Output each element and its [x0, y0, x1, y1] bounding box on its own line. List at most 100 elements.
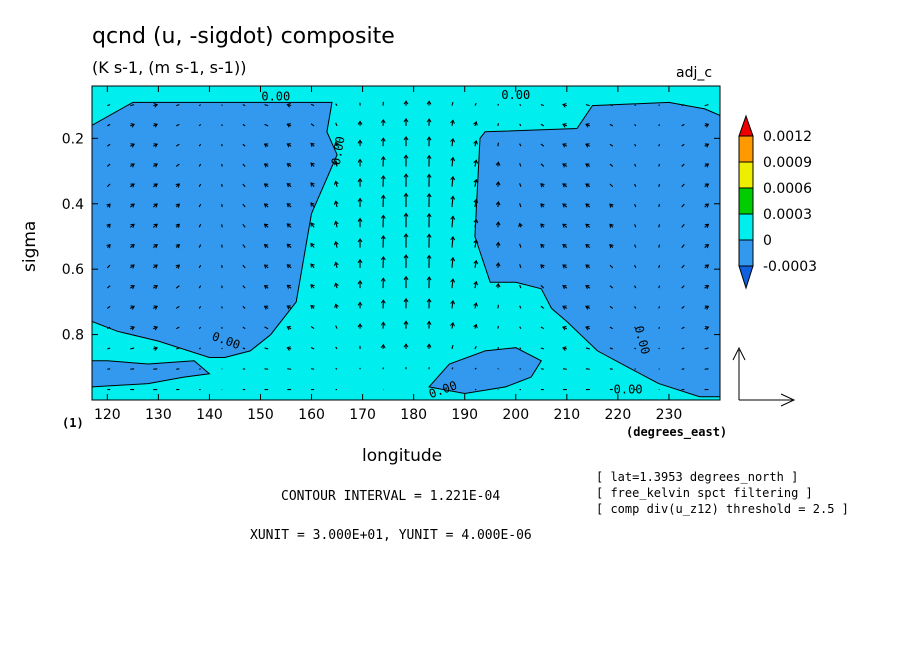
vector-arrow: [681, 203, 685, 208]
vector-arrowhead: [403, 117, 409, 123]
y-tick-label: 0.2: [62, 131, 84, 147]
vector-arrow: [242, 223, 246, 228]
vector-arrow: [242, 347, 246, 350]
note-line: [ free_kelvin spct filtering ]: [596, 486, 813, 500]
vector-arrow: [634, 224, 637, 228]
vector-arrowhead: [704, 143, 710, 148]
vector-arrow: [681, 264, 685, 269]
vector-units-text: XUNIT = 3.000E+01, YUNIT = 4.000E-06: [250, 528, 532, 543]
vector-arrow: [540, 285, 545, 289]
vector-arrowhead: [540, 264, 545, 269]
vector-arrow: [609, 305, 614, 309]
vector-arrow: [107, 326, 111, 330]
vector-arrow: [198, 264, 202, 269]
vector-arrow: [497, 347, 499, 350]
colorbar-segment: [738, 161, 754, 189]
vector-arrowhead: [106, 223, 111, 228]
vector-arrow: [242, 123, 246, 127]
contour-region-eastern-negative: [474, 101, 720, 398]
vector-arrow: [519, 143, 522, 147]
vector-arrowhead: [333, 240, 339, 246]
vector-arrow: [107, 104, 111, 107]
vector-arrow: [176, 347, 180, 350]
vector-arrowhead: [473, 198, 479, 204]
vector-arrowhead: [585, 123, 590, 128]
vector-arrowhead: [286, 264, 291, 269]
vector-arrow: [335, 122, 338, 127]
vector-arrowhead: [704, 203, 710, 208]
vector-arrow: [221, 224, 223, 228]
vector-arrow: [540, 305, 545, 309]
vector-arrowhead: [333, 261, 339, 266]
vector-arrowhead: [450, 299, 456, 305]
vector-arrowhead: [286, 203, 291, 208]
contour-label: 0.00: [614, 382, 643, 396]
vector-arrow: [658, 163, 661, 167]
vector-arrow: [310, 326, 315, 330]
vector-arrow: [198, 143, 202, 147]
vector-arrow: [221, 183, 223, 187]
vector-arrow: [264, 326, 269, 330]
vector-arrow: [451, 138, 454, 147]
vector-arrowhead: [153, 346, 159, 351]
colorbar-label: 0.0009: [763, 155, 812, 171]
vector-arrowhead: [310, 304, 315, 310]
vector-arrowhead: [609, 223, 614, 228]
vector-arrowhead: [403, 275, 409, 280]
vector-arrow: [221, 326, 223, 329]
vector-arrowhead: [153, 102, 159, 108]
vector-arrow: [310, 103, 315, 107]
vector-arrow: [176, 104, 180, 107]
x-tick-label: 210: [553, 407, 580, 423]
vector-arrowhead: [585, 143, 590, 148]
vector-arrow: [198, 306, 202, 309]
vector-arrowhead: [175, 244, 180, 249]
vector-arrowhead: [106, 203, 111, 208]
vector-arrowhead: [130, 325, 135, 331]
vector-arrow: [242, 326, 246, 330]
vector-arrowhead: [286, 284, 291, 289]
vector-arrowhead: [585, 183, 590, 188]
vector-arrowhead: [403, 173, 409, 178]
vector-arrowhead: [130, 203, 135, 208]
vector-arrow: [175, 285, 180, 289]
vector-arrow: [130, 347, 135, 350]
vector-arrow: [106, 183, 111, 188]
vector-arrow: [474, 346, 477, 350]
vector-arrowhead: [380, 299, 386, 304]
vector-arrowhead: [130, 183, 135, 188]
vector-arrow: [451, 216, 454, 228]
vector-arrowhead: [153, 183, 158, 188]
vector-arrow: [609, 104, 613, 107]
vector-arrowhead: [130, 264, 135, 269]
vector-arrowhead: [310, 202, 315, 207]
vector-arrowhead: [130, 305, 135, 310]
contour-label: 0.00: [261, 90, 290, 104]
colorbar: 0.0012 0.0009 0.0006 0.0003 0 -0.0003: [738, 114, 817, 290]
vector-arrowhead: [473, 159, 479, 164]
vector-arrowhead: [450, 195, 456, 200]
vector-arrow: [519, 264, 522, 269]
vector-arrowhead: [426, 173, 432, 178]
vector-arrow: [497, 123, 499, 127]
vector-arrow: [609, 285, 614, 289]
vector-arrowhead: [106, 243, 111, 249]
vector-arrowhead: [450, 322, 455, 327]
vector-arrowhead: [153, 244, 158, 249]
x-tick-label: 220: [605, 407, 632, 423]
vector-arrow: [634, 347, 637, 350]
vector-arrowhead: [175, 203, 180, 208]
vector-arrowhead: [585, 163, 590, 168]
vector-arrowhead: [286, 143, 291, 148]
vector-arrow: [106, 305, 111, 309]
vector-arrowhead: [704, 223, 710, 228]
vector-arrowhead: [263, 243, 269, 249]
vector-arrowhead: [310, 284, 315, 289]
x-tick-label: 140: [196, 407, 223, 423]
vector-arrowhead: [175, 183, 180, 188]
vector-arrowhead: [310, 162, 315, 167]
vector-arrowhead: [175, 223, 180, 228]
vector-arrow: [264, 347, 269, 350]
vector-arrow: [198, 183, 202, 188]
vector-arrowhead: [263, 163, 269, 168]
